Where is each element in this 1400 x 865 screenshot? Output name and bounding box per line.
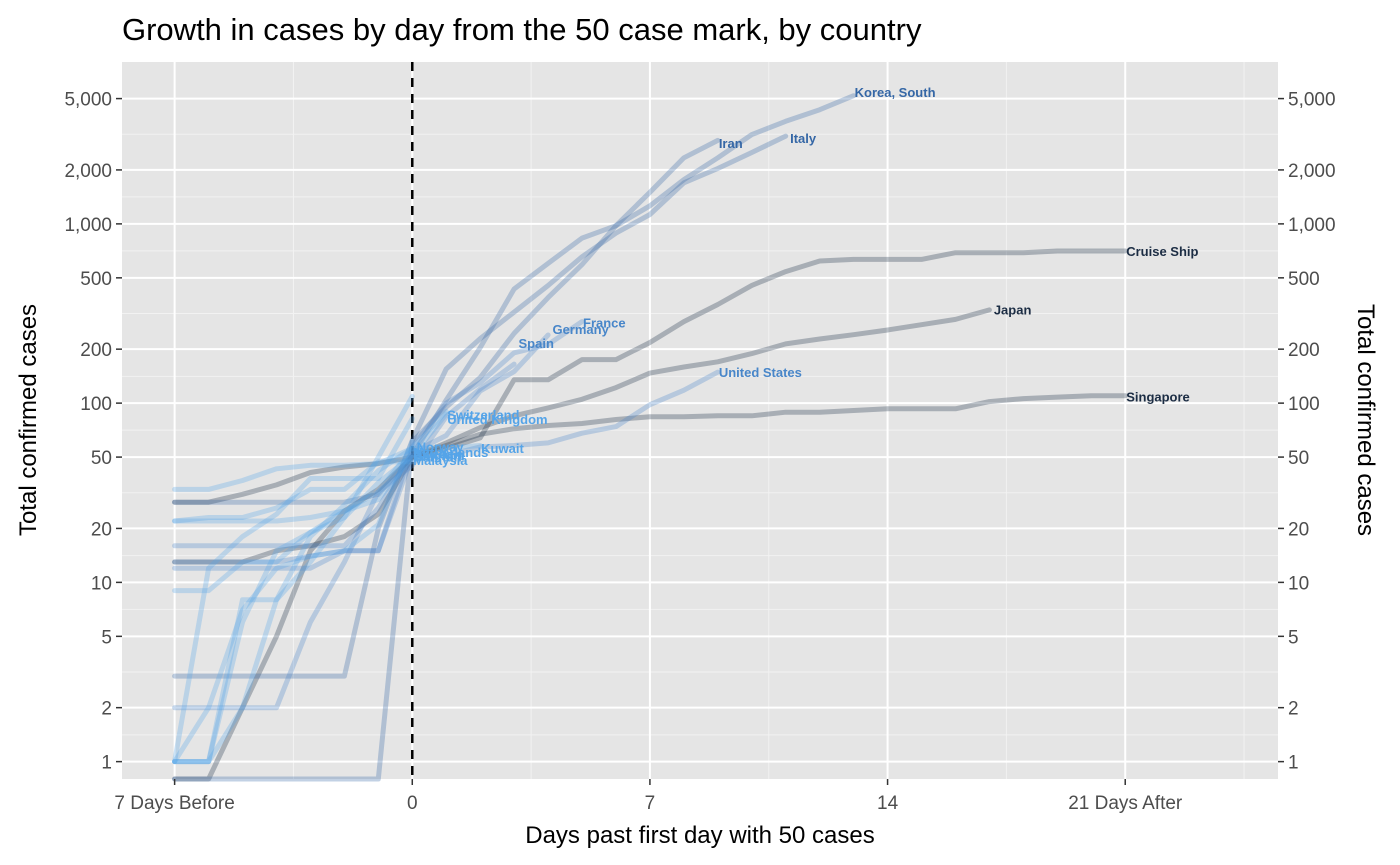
series-line-bahrain [172,459,415,524]
country-label-netherlands: Netherlands [413,445,488,460]
y-axis-label-right: Total confirmed cases [1352,304,1379,536]
x-tick-label: 0 [407,793,418,814]
series-line-france [172,319,585,571]
y-tick-label-left: 5 [101,627,112,648]
y-tick-label-left: 5,000 [64,90,112,111]
y-tick-label-right: 500 [1288,269,1320,290]
y-tick-label-left: 200 [80,340,112,361]
country-label-united-states: United States [719,365,802,380]
y-tick-label-left: 1,000 [64,215,112,236]
y-tick-label-right: 20 [1288,519,1309,540]
y-axis-label-left: Total confirmed cases [15,304,42,536]
y-axis-right: 1 2 5 10 20 50 100 200 500 1,000 2,000 5,000 [1278,90,1336,774]
country-label-korea-south: Korea, South [855,85,936,100]
y-tick-label-left: 500 [80,269,112,290]
y-tick-label-right: 50 [1288,448,1309,469]
y-tick-label-right: 5 [1288,627,1299,648]
series-line-united-kingdom [172,411,449,594]
country-label-norway: Norway [417,439,465,454]
country-label-japan: Japan [994,303,1032,318]
y-tick-label-right: 200 [1288,340,1320,361]
major-gridlines [122,62,1278,779]
minor-gridlines [122,62,1278,779]
series-line-belgium [172,393,415,765]
x-tick-label: 21 Days After [1068,793,1183,814]
series-line-korea-south [172,93,857,505]
series-line-switzerland [172,408,449,765]
chart-title: Growth in cases by day from the 50 case … [122,12,922,47]
y-axis-left: 1 2 5 10 20 50 100 200 500 1,000 2,000 5,000 [64,90,122,774]
series-line-norway [172,445,415,765]
x-axis-label: Days past first day with 50 cases [525,822,874,849]
country-label-belgium: Belgium [413,448,464,463]
x-tick-label: 7 [645,793,656,814]
country-label-switzerland: Switzerland [447,407,519,422]
y-tick-label-left: 50 [91,448,112,469]
country-label-singapore: Singapore [1126,390,1190,405]
y-tick-label-left: 2,000 [64,161,112,182]
country-label-united-kingdom: United Kingdom [447,412,547,427]
y-tick-label-left: 1 [101,753,112,774]
series-line-netherlands [172,416,415,765]
country-label-italy: Italy [790,131,817,146]
country-label-iran: Iran [719,136,743,151]
country-label-france: France [583,315,626,330]
series-line-singapore [172,393,1128,565]
y-tick-label-right: 1,000 [1288,215,1336,236]
y-tick-label-right: 10 [1288,573,1309,594]
series-line-italy [172,133,789,679]
y-tick-label-left: 10 [91,573,112,594]
series-line-iran [172,137,721,782]
plot-panel [122,62,1278,779]
series-line-kuwait [172,443,483,492]
series-lines [172,93,1128,782]
series-line-malaysia [172,454,415,524]
y-tick-label-right: 2 [1288,699,1299,720]
country-label-sweden: Sweden [413,447,462,462]
series-line-sweden [172,439,415,765]
y-tick-label-left: 2 [101,699,112,720]
series-line-germany [172,332,551,549]
series-line-spain [172,361,517,711]
x-tick-label: 14 [877,793,899,814]
y-tick-label-right: 100 [1288,394,1320,415]
series-line-united-states [172,369,721,565]
country-label-bahrain: Bahrain [413,450,461,465]
country-label-malaysia: Malaysia [413,453,468,468]
y-tick-label-left: 20 [91,519,112,540]
y-tick-label-left: 100 [80,394,112,415]
country-label-kuwait: Kuwait [481,441,524,456]
series-line-cruise-ship [172,248,1128,505]
y-tick-label-right: 5,000 [1288,90,1336,111]
y-tick-label-right: 1 [1288,753,1299,774]
x-tick-label: 7 Days Before [114,793,234,814]
series-line-japan [172,307,992,782]
y-tick-label-right: 2,000 [1288,161,1336,182]
country-label-germany: Germany [552,322,609,337]
country-labels: Korea, South Italy Iran Cruise Ship Japan Fra… [413,85,1198,468]
country-label-spain: Spain [519,336,554,351]
x-axis: 7 Days Before 0 7 14 21 Days After [114,779,1183,814]
country-label-cruise-ship: Cruise Ship [1126,244,1198,259]
